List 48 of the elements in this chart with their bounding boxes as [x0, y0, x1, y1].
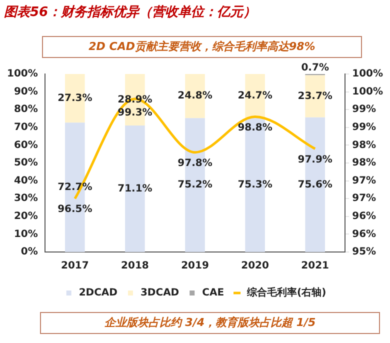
data-label: 75.3%: [238, 180, 272, 191]
x-tick-label: 2020: [241, 260, 269, 272]
data-label: 97.9%: [298, 154, 332, 166]
y-tick-label: 50%: [14, 158, 38, 169]
x-tick-label: 2019: [181, 260, 209, 272]
y-tick-label: 30%: [14, 193, 38, 204]
data-label: 75.6%: [298, 179, 332, 190]
data-label: 24.8%: [178, 90, 212, 102]
y-tick-label: 40%: [14, 175, 38, 186]
x-tick-label: 2018: [121, 260, 149, 272]
y2-tick-label: 100%: [352, 68, 384, 80]
data-label: 23.7%: [298, 90, 332, 102]
legend-label: 2DCAD: [78, 288, 118, 299]
y2-tick-label: 100%: [352, 86, 384, 98]
y-tick-label: 10%: [14, 228, 38, 240]
chart-subtitle: 2D CAD贡献主要营收，综合毛利率高达98%: [42, 36, 362, 58]
data-label: 98.8%: [238, 122, 272, 134]
y2-tick-label: 99%: [352, 122, 376, 133]
y2-tick-label: 96%: [352, 228, 376, 240]
data-label: 24.7%: [238, 90, 272, 102]
y2-tick-label: 97%: [352, 193, 376, 204]
legend-label: 3DCAD: [140, 288, 180, 299]
y2-tick-label: 99%: [352, 104, 376, 116]
y-tick-label: 60%: [14, 140, 38, 151]
data-label: 99.3%: [118, 107, 152, 118]
data-label: 27.3%: [58, 92, 92, 104]
y2-tick-label: 97%: [352, 175, 376, 186]
y-tick-label: 90%: [14, 86, 38, 98]
y-tick-label: 80%: [14, 104, 38, 116]
y2-tick-label: 98%: [352, 140, 376, 151]
x-tick-label: 2017: [60, 260, 89, 272]
y2-tick-label: 95%: [352, 246, 376, 258]
y-tick-label: 0%: [20, 246, 38, 258]
data-label: 71.1%: [118, 183, 152, 194]
data-label: 97.8%: [178, 158, 212, 169]
x-tick-label: 2021: [301, 260, 330, 272]
data-label: 75.2%: [178, 180, 212, 191]
legend-label: CAE: [202, 288, 224, 299]
y-tick-label: 100%: [6, 68, 38, 80]
y2-tick-label: 96%: [352, 210, 376, 222]
y2-tick-label: 98%: [352, 158, 376, 169]
legend-label: 综合毛利率(右轴): [246, 286, 326, 299]
text: 企业版块占比约 3/4，教育版块占比超 1/5: [40, 312, 380, 334]
data-label: 0.7%: [301, 62, 329, 74]
y-tick-label: 20%: [14, 210, 38, 222]
chart-title: 图表56：财务指标优异（营收单位：亿元）: [4, 4, 256, 21]
y-tick-label: 70%: [14, 122, 38, 133]
data-label: 96.5%: [58, 204, 92, 216]
